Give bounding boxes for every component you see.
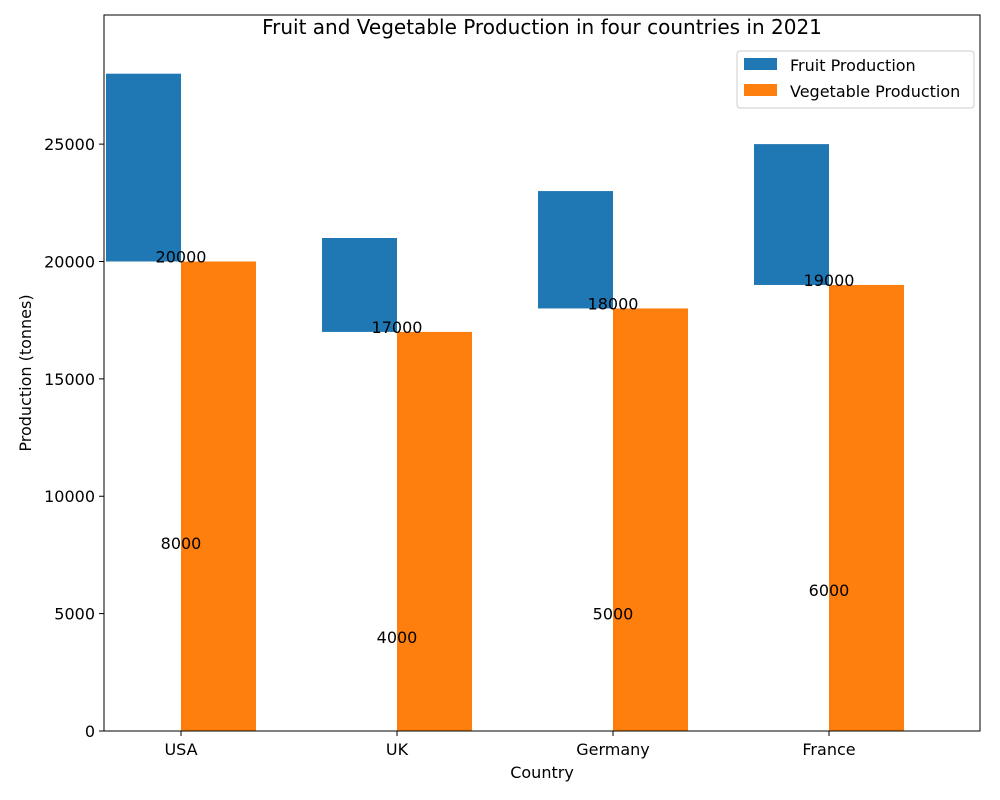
bar-vegetable-germany (613, 308, 688, 731)
y-tick-label: 25000 (44, 135, 95, 154)
data-label-fruit: 5000 (593, 605, 634, 624)
x-tick-label: Germany (576, 740, 650, 759)
chart-title: Fruit and Vegetable Production in four c… (262, 15, 822, 39)
x-tick-label: UK (386, 740, 409, 759)
legend: Fruit Production Vegetable Production (736, 50, 975, 109)
data-label-vegetable: 20000 (156, 247, 207, 266)
data-label-vegetable: 18000 (588, 294, 639, 313)
y-tick-label: 5000 (54, 605, 95, 624)
bar-vegetable-france (829, 284, 904, 731)
x-tick-label: France (802, 740, 855, 759)
bar-fruit-france (754, 144, 829, 285)
data-label-fruit: 4000 (377, 628, 418, 647)
legend-box (736, 50, 975, 109)
data-labels-layer: 8000 20000 4000 17000 5000 18000 6000 19000 (156, 247, 855, 647)
bar-fruit-usa (106, 73, 181, 262)
y-tick-label: 20000 (44, 252, 95, 271)
x-axis: USA UK Germany France (164, 731, 856, 759)
legend-label-vegetable: Vegetable Production (790, 82, 960, 101)
data-label-fruit: 8000 (161, 534, 202, 553)
bar-fruit-uk (322, 238, 397, 332)
data-label-fruit: 6000 (809, 581, 850, 600)
bar-fruit-germany (538, 191, 613, 309)
legend-label-fruit: Fruit Production (790, 56, 916, 75)
plot-frame (103, 14, 981, 732)
data-label-vegetable: 17000 (372, 318, 423, 337)
x-axis-label: Country (510, 763, 574, 782)
bar-vegetable-uk (397, 331, 472, 731)
x-tick-label: USA (164, 740, 197, 759)
data-label-vegetable: 19000 (804, 271, 855, 290)
y-axis-label: Production (tonnes) (16, 294, 35, 451)
y-tick-label: 0 (85, 722, 95, 741)
legend-swatch-vegetable (744, 84, 777, 96)
y-tick-label: 15000 (44, 370, 95, 389)
legend-swatch-fruit (744, 58, 777, 70)
bar-vegetable-usa (181, 261, 256, 731)
y-axis: 0 5000 10000 15000 20000 25000 (44, 135, 104, 741)
bars-layer (106, 73, 904, 731)
y-tick-label: 10000 (44, 487, 95, 506)
